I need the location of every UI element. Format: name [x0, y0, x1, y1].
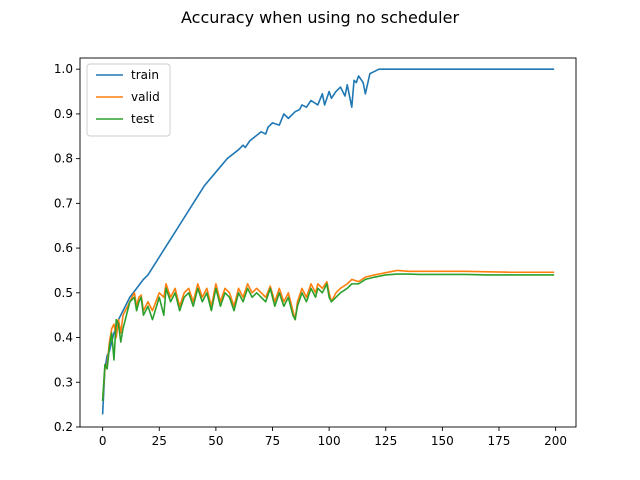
x-tick-label: 175	[488, 434, 511, 448]
x-tick-label: 25	[152, 434, 167, 448]
y-tick-label: 0.8	[54, 152, 73, 166]
x-tick-label: 125	[374, 434, 397, 448]
x-tick-label: 75	[265, 434, 280, 448]
y-tick-label: 1.0	[54, 62, 73, 76]
y-tick-label: 0.6	[54, 241, 73, 255]
legend-label-test: test	[131, 112, 154, 126]
y-tick-label: 0.2	[54, 420, 73, 434]
x-tick-label: 100	[318, 434, 341, 448]
y-tick-label: 0.3	[54, 375, 73, 389]
x-tick-label: 0	[99, 434, 107, 448]
legend-label-valid: valid	[131, 90, 160, 104]
series-line-train	[101, 68, 555, 415]
x-tick-label: 150	[431, 434, 454, 448]
plot-area: 0 25 50 75 100 125 150 175 200 0.2 0.3 0.4 0.5 0.6 0.7…	[54, 57, 577, 448]
legend-label-train: train	[131, 68, 159, 82]
series-line-test	[101, 273, 555, 402]
y-tick-label: 0.7	[54, 196, 73, 210]
y-tick-label: 0.9	[54, 107, 73, 121]
x-tick-label: 50	[208, 434, 223, 448]
legend-box	[86, 63, 171, 137]
y-tick-label: 0.5	[54, 286, 73, 300]
y-tick-label: 0.4	[54, 331, 73, 345]
axes-frame	[79, 57, 577, 428]
chart-title: Accuracy when using no scheduler	[181, 8, 459, 27]
x-tick-label: 200	[544, 434, 567, 448]
